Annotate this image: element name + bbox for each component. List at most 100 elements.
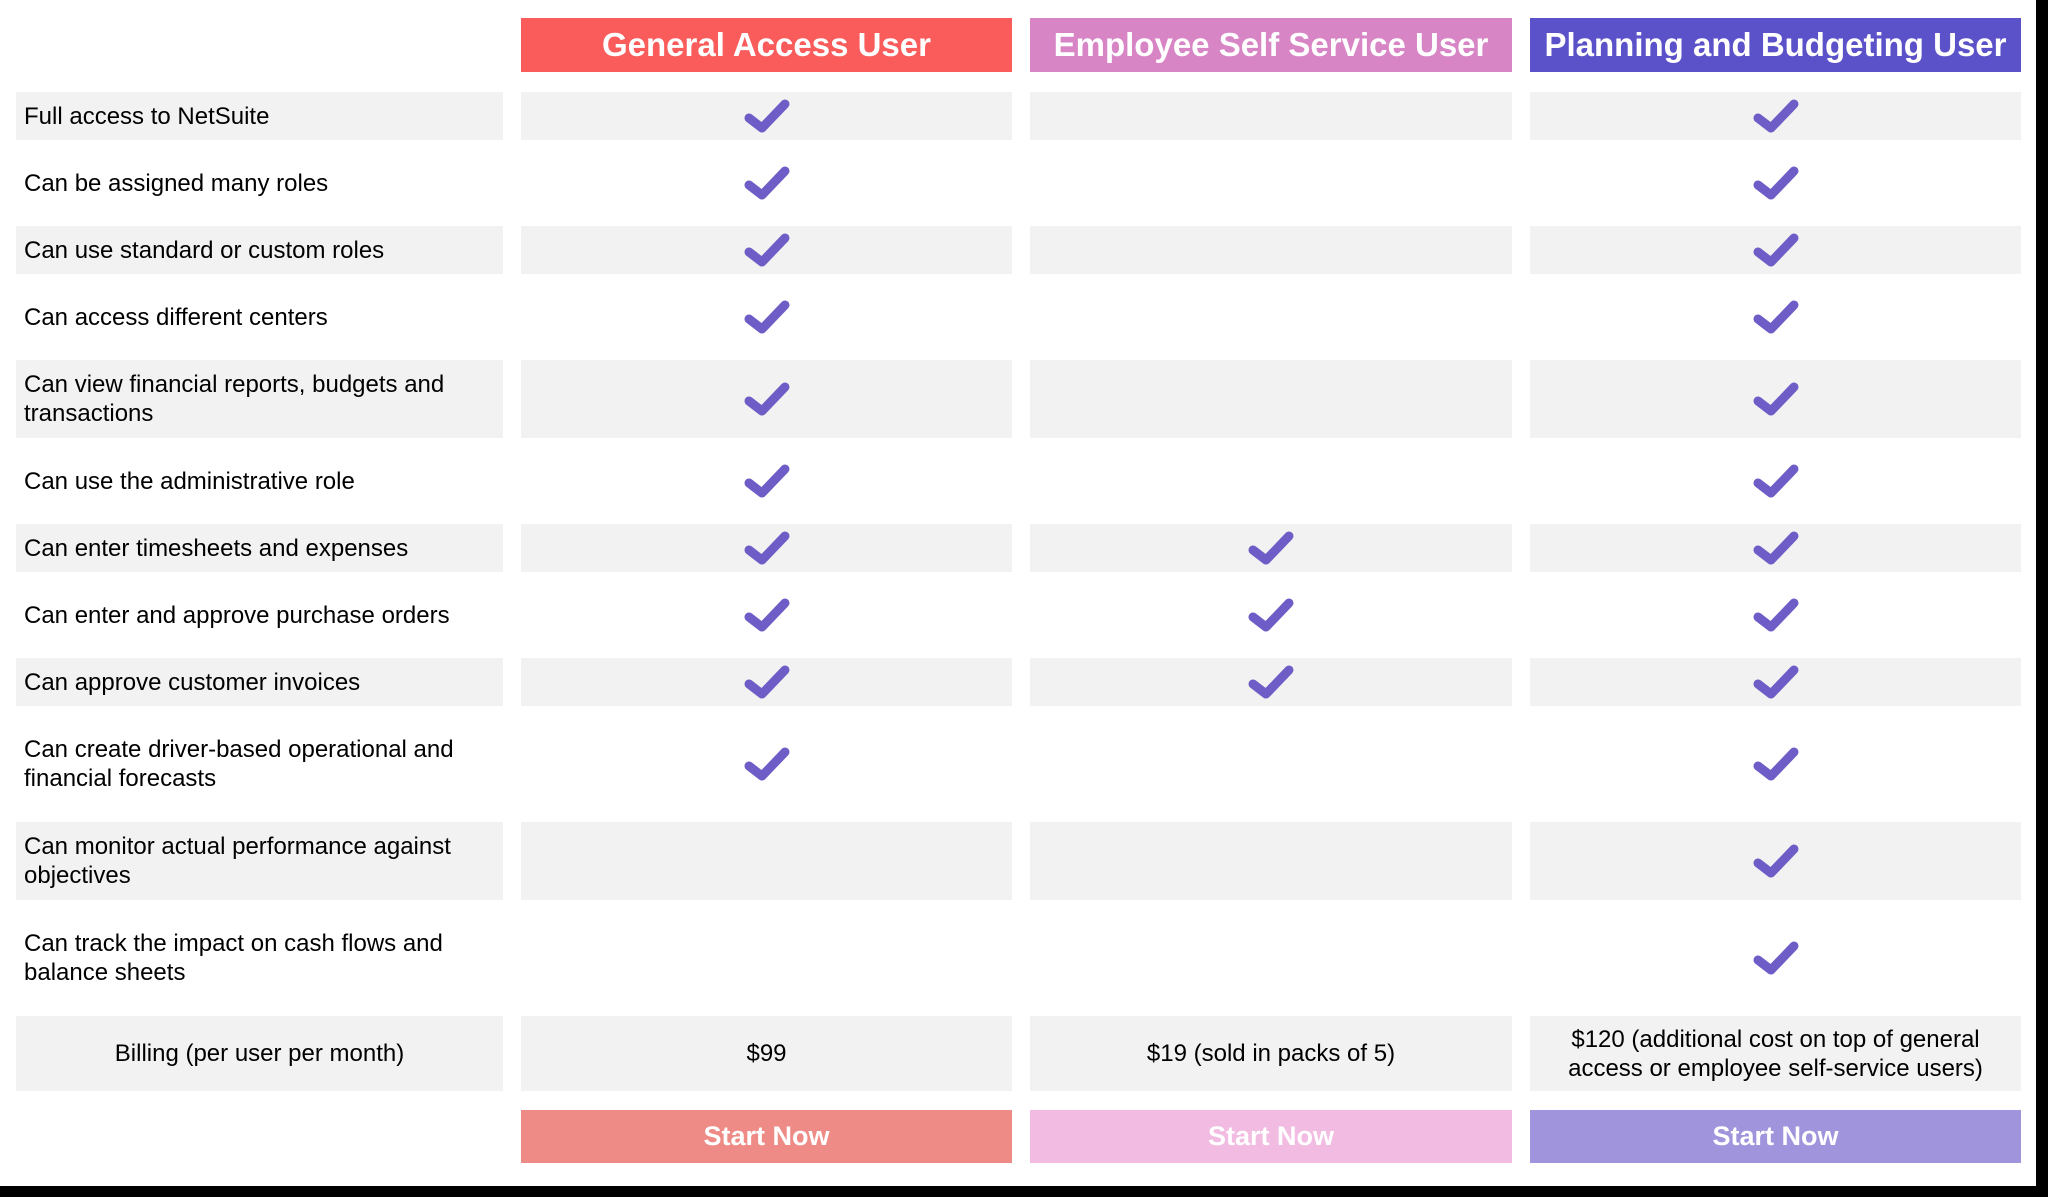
checkmark-cell	[1530, 226, 2021, 274]
empty-cell	[1030, 159, 1512, 207]
table-header-row: General Access User Employee Self Servic…	[16, 18, 2021, 72]
checkmark-icon	[744, 166, 789, 200]
empty-cell	[1030, 457, 1512, 505]
checkmark-icon	[1248, 531, 1294, 565]
checkmark-cell	[1530, 725, 2021, 803]
feature-row: Full access to NetSuite	[16, 92, 2021, 140]
checkmark-cell	[1530, 919, 2021, 997]
screen-edge-right	[2036, 0, 2048, 1197]
header-spacer	[16, 18, 503, 72]
feature-label: Can approve customer invoices	[16, 658, 503, 706]
empty-cell	[521, 919, 1012, 997]
empty-cell	[1030, 226, 1512, 274]
checkmark-cell	[521, 360, 1012, 438]
checkmark-cell	[521, 658, 1012, 706]
billing-row-label: Billing (per user per month)	[16, 1016, 503, 1091]
checkmark-cell	[1530, 159, 2021, 207]
column-header-employee-self-service-user: Employee Self Service User	[1030, 18, 1512, 72]
checkmark-cell	[1030, 658, 1512, 706]
checkmark-icon	[1753, 531, 1798, 565]
start-now-button-planning-budgeting[interactable]: Start Now	[1530, 1110, 2021, 1163]
start-now-button-general-access[interactable]: Start Now	[521, 1110, 1012, 1163]
checkmark-cell	[1530, 457, 2021, 505]
feature-row: Can use standard or custom roles	[16, 226, 2021, 274]
feature-rows-container: Full access to NetSuite Can be assigned m…	[16, 92, 2021, 997]
feature-label: Can use standard or custom roles	[16, 226, 503, 274]
empty-cell	[1030, 919, 1512, 997]
checkmark-cell	[1530, 524, 2021, 572]
checkmark-icon	[744, 382, 789, 416]
checkmark-icon	[744, 598, 789, 632]
checkmark-cell	[521, 591, 1012, 639]
start-now-button-employee-self-service[interactable]: Start Now	[1030, 1110, 1512, 1163]
feature-label: Can view financial reports, budgets and …	[16, 360, 503, 438]
checkmark-icon	[744, 531, 789, 565]
checkmark-cell	[521, 159, 1012, 207]
checkmark-cell	[1530, 92, 2021, 140]
checkmark-icon	[1753, 747, 1798, 781]
empty-cell	[1030, 360, 1512, 438]
billing-value-general-access: $99	[521, 1016, 1012, 1091]
checkmark-icon	[1753, 300, 1798, 334]
checkmark-icon	[1248, 598, 1294, 632]
checkmark-cell	[1530, 591, 2021, 639]
checkmark-cell	[521, 524, 1012, 572]
checkmark-icon	[1753, 844, 1798, 878]
feature-label: Can enter and approve purchase orders	[24, 601, 450, 629]
feature-row: Can enter timesheets and expenses	[16, 524, 2021, 572]
empty-cell	[1030, 725, 1512, 803]
checkmark-icon	[1248, 665, 1294, 699]
feature-label: Can track the impact on cash flows and b…	[24, 930, 443, 986]
checkmark-icon	[1753, 598, 1798, 632]
start-now-buttons-row: Start Now Start Now Start Now	[16, 1110, 2021, 1163]
empty-cell	[1030, 822, 1512, 900]
feature-row: Can create driver-based operational and …	[16, 725, 2021, 803]
feature-label: Full access to NetSuite	[16, 92, 503, 140]
checkmark-cell	[521, 293, 1012, 341]
feature-row: Can monitor actual performance against o…	[16, 822, 2021, 900]
feature-label: Can monitor actual performance against o…	[16, 822, 503, 900]
column-header-general-access-user: General Access User	[521, 18, 1012, 72]
checkmark-icon	[744, 747, 789, 781]
feature-row: Can access different centers	[16, 293, 2021, 341]
checkmark-cell	[1530, 658, 2021, 706]
feature-label: Can enter timesheets and expenses	[16, 524, 503, 572]
empty-cell	[1030, 92, 1512, 140]
checkmark-icon	[1753, 99, 1798, 133]
checkmark-cell	[521, 457, 1012, 505]
checkmark-cell	[521, 226, 1012, 274]
checkmark-icon	[1753, 941, 1798, 975]
billing-value-employee-self-service: $19 (sold in packs of 5)	[1030, 1016, 1512, 1091]
checkmark-cell	[521, 725, 1012, 803]
billing-value-planning-budgeting: $120 (additional cost on top of general …	[1530, 1016, 2021, 1091]
feature-row: Can view financial reports, budgets and …	[16, 360, 2021, 438]
checkmark-icon	[1753, 233, 1798, 267]
feature-row: Can approve customer invoices	[16, 658, 2021, 706]
empty-cell	[1030, 293, 1512, 341]
checkmark-cell	[1030, 524, 1512, 572]
checkmark-cell	[1530, 293, 2021, 341]
column-header-planning-and-budgeting-user: Planning and Budgeting User	[1530, 18, 2021, 72]
feature-label: Can create driver-based operational and …	[24, 736, 454, 792]
checkmark-icon	[744, 300, 789, 334]
checkmark-icon	[1753, 464, 1798, 498]
feature-label: Can be assigned many roles	[24, 169, 329, 197]
feature-row: Can use the administrative role	[16, 457, 2021, 505]
feature-label: Can use the administrative role	[24, 467, 355, 495]
feature-row: Can track the impact on cash flows and b…	[16, 919, 2021, 997]
checkmark-icon	[1753, 166, 1798, 200]
feature-row: Can enter and approve purchase orders	[16, 591, 2021, 639]
feature-label: Can access different centers	[24, 303, 328, 331]
checkmark-icon	[1753, 665, 1798, 699]
checkmark-cell	[1530, 360, 2021, 438]
feature-row: Can be assigned many roles	[16, 159, 2021, 207]
user-type-comparison-table: General Access User Employee Self Servic…	[16, 18, 2021, 1163]
checkmark-icon	[744, 464, 789, 498]
buttons-row-spacer	[16, 1110, 503, 1163]
checkmark-cell	[1030, 591, 1512, 639]
checkmark-cell	[521, 92, 1012, 140]
checkmark-icon	[744, 233, 789, 267]
billing-row: Billing (per user per month) $99 $19 (so…	[16, 1016, 2021, 1091]
checkmark-icon	[744, 99, 789, 133]
